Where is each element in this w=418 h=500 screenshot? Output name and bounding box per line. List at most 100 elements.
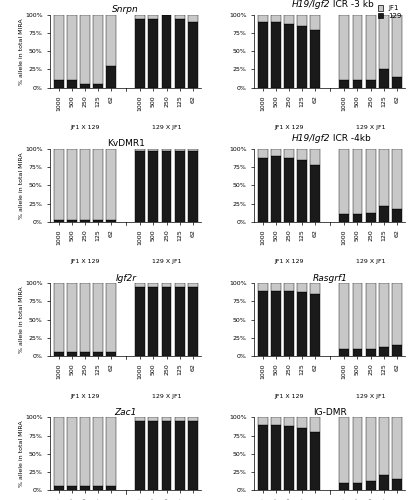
Bar bbox=[93, 84, 103, 87]
Bar bbox=[188, 418, 198, 421]
Bar bbox=[148, 287, 158, 356]
Legend: JF1, 129: JF1, 129 bbox=[377, 6, 402, 19]
Bar bbox=[135, 149, 145, 150]
Bar bbox=[311, 15, 320, 30]
Bar bbox=[271, 149, 281, 156]
Title: IG-DMR: IG-DMR bbox=[313, 408, 347, 416]
Bar bbox=[271, 290, 281, 356]
Bar bbox=[392, 479, 402, 490]
Bar bbox=[67, 80, 77, 87]
Bar bbox=[106, 149, 116, 220]
Bar bbox=[392, 418, 402, 479]
Bar bbox=[311, 294, 320, 356]
Bar bbox=[162, 15, 171, 88]
Title: Snrpn: Snrpn bbox=[112, 5, 139, 14]
Bar bbox=[93, 220, 103, 222]
Bar bbox=[175, 287, 185, 356]
Bar bbox=[297, 160, 307, 222]
Bar bbox=[188, 22, 198, 88]
Bar bbox=[271, 156, 281, 222]
Bar bbox=[93, 149, 103, 220]
Bar bbox=[352, 418, 362, 482]
Bar bbox=[339, 214, 349, 222]
Bar bbox=[352, 15, 362, 80]
Bar bbox=[93, 284, 103, 352]
Bar bbox=[54, 352, 64, 356]
Bar bbox=[352, 214, 362, 222]
Bar bbox=[258, 418, 268, 424]
Bar bbox=[67, 486, 77, 490]
Bar bbox=[284, 24, 294, 88]
Bar bbox=[106, 284, 116, 352]
Bar bbox=[352, 284, 362, 348]
Bar bbox=[175, 18, 185, 87]
Bar bbox=[54, 80, 64, 87]
Bar bbox=[271, 22, 281, 88]
Bar bbox=[67, 284, 77, 352]
Bar bbox=[80, 149, 90, 220]
Bar bbox=[106, 220, 116, 222]
Bar bbox=[339, 348, 349, 356]
Bar bbox=[271, 418, 281, 424]
Bar bbox=[106, 486, 116, 490]
Bar bbox=[175, 421, 185, 490]
Bar bbox=[67, 220, 77, 222]
Bar bbox=[366, 213, 375, 222]
Bar bbox=[379, 149, 389, 206]
Bar bbox=[339, 80, 349, 87]
Bar bbox=[284, 426, 294, 490]
Bar bbox=[175, 150, 185, 222]
Bar bbox=[284, 158, 294, 222]
Bar bbox=[188, 284, 198, 287]
Bar bbox=[366, 15, 375, 80]
Bar bbox=[80, 15, 90, 84]
Bar bbox=[297, 149, 307, 160]
Bar bbox=[339, 15, 349, 80]
Title: KvDMR1: KvDMR1 bbox=[107, 140, 145, 148]
Text: JF1 X 129: JF1 X 129 bbox=[274, 125, 304, 130]
Bar bbox=[379, 476, 389, 490]
Bar bbox=[284, 290, 294, 356]
Bar bbox=[148, 149, 158, 150]
Bar bbox=[80, 220, 90, 222]
Bar bbox=[162, 150, 171, 222]
Bar bbox=[54, 284, 64, 352]
Bar bbox=[297, 292, 307, 356]
Bar bbox=[162, 284, 171, 287]
Bar bbox=[379, 284, 389, 347]
Bar bbox=[135, 150, 145, 222]
Bar bbox=[311, 284, 320, 294]
Bar bbox=[54, 220, 64, 222]
Bar bbox=[258, 149, 268, 158]
Text: JF1 X 129: JF1 X 129 bbox=[70, 125, 100, 130]
Bar bbox=[148, 150, 158, 222]
Bar bbox=[80, 418, 90, 486]
Bar bbox=[392, 149, 402, 208]
Bar bbox=[188, 421, 198, 490]
Bar bbox=[352, 149, 362, 214]
Bar bbox=[271, 424, 281, 490]
Bar bbox=[352, 482, 362, 490]
Bar bbox=[258, 15, 268, 22]
Bar bbox=[392, 284, 402, 345]
Bar bbox=[80, 486, 90, 490]
Bar bbox=[366, 418, 375, 482]
Bar bbox=[284, 284, 294, 290]
Bar bbox=[366, 284, 375, 348]
Bar bbox=[258, 284, 268, 290]
Bar bbox=[162, 421, 171, 490]
Bar bbox=[366, 149, 375, 213]
Bar bbox=[148, 18, 158, 87]
Bar bbox=[80, 84, 90, 87]
Text: 129 X JF1: 129 X JF1 bbox=[356, 260, 385, 264]
Text: 129 X JF1: 129 X JF1 bbox=[356, 394, 385, 398]
Bar bbox=[379, 15, 389, 70]
Bar bbox=[297, 26, 307, 88]
Bar bbox=[54, 486, 64, 490]
Bar bbox=[352, 80, 362, 87]
Bar bbox=[135, 421, 145, 490]
Bar bbox=[392, 345, 402, 356]
Bar bbox=[392, 76, 402, 88]
Bar bbox=[175, 15, 185, 18]
Text: 129 X JF1: 129 X JF1 bbox=[152, 394, 181, 398]
